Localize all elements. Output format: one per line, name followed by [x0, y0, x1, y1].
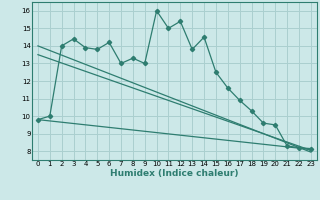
X-axis label: Humidex (Indice chaleur): Humidex (Indice chaleur) [110, 169, 239, 178]
